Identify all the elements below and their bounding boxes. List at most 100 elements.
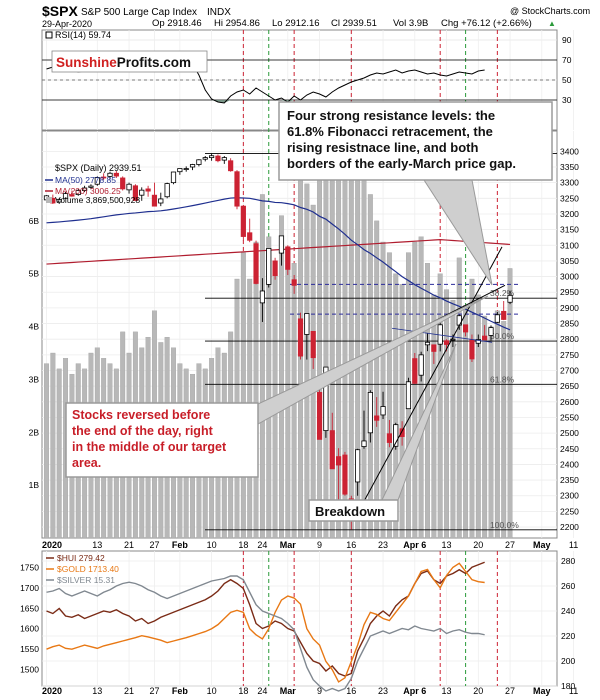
reversal-callout-text: Stocks reversed before the end of the da…: [72, 408, 230, 470]
volume-bar: [304, 183, 310, 539]
price-tick-label: 2700: [560, 366, 579, 376]
price-x-tick-label: Apr 6: [403, 540, 426, 550]
volume-bar: [431, 294, 437, 539]
candle-body: [240, 205, 246, 237]
price-x-tick-label: Feb: [172, 540, 189, 550]
metals-x-tick-label: Feb: [172, 686, 189, 696]
reversal-annotation: Stocks reversed before the end of the da…: [65, 295, 489, 478]
quote-high: Hi 2954.86: [214, 18, 260, 29]
candle-body: [462, 324, 469, 333]
candle-body: [297, 318, 304, 357]
volume-bar: [393, 273, 399, 539]
price-x-tick-label: 11: [569, 540, 578, 550]
price-tick-label: 3350: [560, 162, 579, 172]
volume-tick-label: 5B: [29, 269, 40, 279]
volume-bar: [418, 236, 424, 539]
price-tick-label: 3150: [560, 225, 579, 235]
price-tick-label: 3400: [560, 146, 579, 156]
ma200-legend: MA(200) 3006.25: [55, 186, 121, 196]
rsi-tick-label: 70: [562, 55, 572, 65]
candle-body: [380, 406, 386, 416]
candle-body: [183, 168, 189, 170]
candle-body: [202, 157, 208, 160]
metals-x-tick-label: 2020: [42, 686, 62, 696]
volume-bar: [323, 167, 329, 539]
ma50-legend: MA(50) 2778.85: [55, 175, 116, 185]
metals-lines: [46, 561, 485, 692]
metals-x-tick-label: 20: [473, 686, 483, 696]
price-tick-label: 2200: [560, 522, 579, 532]
candle-body: [177, 168, 183, 173]
resistance-line-4: borders of the early-March price gap.: [287, 156, 516, 171]
volume-bar: [278, 215, 284, 539]
candle-body: [405, 381, 412, 410]
price-x-tick-label: May: [533, 540, 551, 550]
candle-body: [221, 157, 227, 161]
price-x-tick-label: 2020: [42, 540, 62, 550]
candle-body: [342, 454, 348, 495]
rsi-title: RSI(14) 59.74: [55, 30, 111, 40]
price-x-tick-label: Mar: [280, 540, 297, 550]
price-tick-label: 2800: [560, 334, 579, 344]
volume-bar: [240, 252, 246, 539]
axis-labels: 3050709022002250230023502400245025002550…: [20, 35, 579, 696]
candle-body: [215, 155, 221, 162]
candle-body: [335, 456, 342, 466]
resistance-line-3: rising resistnace line, and both: [287, 140, 478, 155]
metals-left-tick-label: 1750: [20, 562, 39, 572]
candle-body: [494, 314, 500, 323]
price-x-tick-label: 10: [207, 540, 217, 550]
candle-body: [107, 172, 113, 177]
volume-bar: [488, 326, 494, 539]
metals-right-tick-label: 220: [561, 631, 575, 641]
rsi-legend-swatch: [45, 31, 53, 39]
volume-bar: [501, 321, 507, 539]
logo-box: [51, 50, 208, 73]
metals-x-tick-label: May: [533, 686, 551, 696]
stockcharts-credit: @ StockCharts.com: [510, 6, 590, 16]
metals-series-line: [46, 575, 485, 692]
candle-body: [501, 310, 507, 320]
candle-body: [82, 187, 88, 191]
price-tick-label: 2650: [560, 381, 579, 391]
candle-body: [151, 194, 158, 207]
candle-body: [450, 338, 456, 341]
candle-body: [170, 171, 177, 184]
exchange: INDX: [207, 7, 231, 18]
rsi-tick-label: 30: [562, 95, 572, 105]
volume-bar: [412, 241, 418, 539]
quote-date: 29-Apr-2020: [42, 19, 92, 29]
volume-bar: [386, 252, 392, 539]
candle-body: [94, 177, 100, 185]
metals-x-tick-label: Mar: [280, 686, 297, 696]
candle-body: [424, 341, 431, 346]
resistance-callout-text: Four strong resistance levels: the 61.8%…: [287, 108, 516, 171]
volume-bar: [310, 204, 316, 539]
candle-body: [69, 194, 75, 197]
volume-legend-swatch: [46, 197, 52, 203]
volume-bar: [266, 236, 272, 539]
price-tick-label: 3250: [560, 193, 579, 203]
candle-body: [412, 358, 418, 384]
volume-bar: [50, 352, 56, 539]
metals-x-tick-label: Apr 6: [403, 686, 426, 696]
metals-x-tick-label: 23: [378, 686, 388, 696]
metals-right-tick-label: 240: [561, 606, 575, 616]
metals-x-tick-label: 13: [92, 686, 102, 696]
volume-bar: [380, 241, 386, 539]
volume-bar: [463, 305, 469, 539]
volume-bar: [469, 278, 475, 539]
candle-body: [475, 339, 481, 344]
price-tick-label: 2550: [560, 412, 579, 422]
price-tick-label: 2950: [560, 287, 579, 297]
metals-x-tick-label: 13: [442, 686, 452, 696]
candle-body: [196, 159, 202, 165]
candle-body: [164, 183, 170, 198]
price-x-tick-label: 23: [378, 540, 388, 550]
metals-left-tick-label: 1700: [20, 583, 39, 593]
reversal-line-4: area.: [72, 456, 101, 470]
candle-body: [278, 235, 285, 254]
support-resistance-levels: 61.8% 50.0% 38.2% 100.0%: [205, 153, 557, 531]
metals-right-tick-label: 260: [561, 581, 575, 591]
